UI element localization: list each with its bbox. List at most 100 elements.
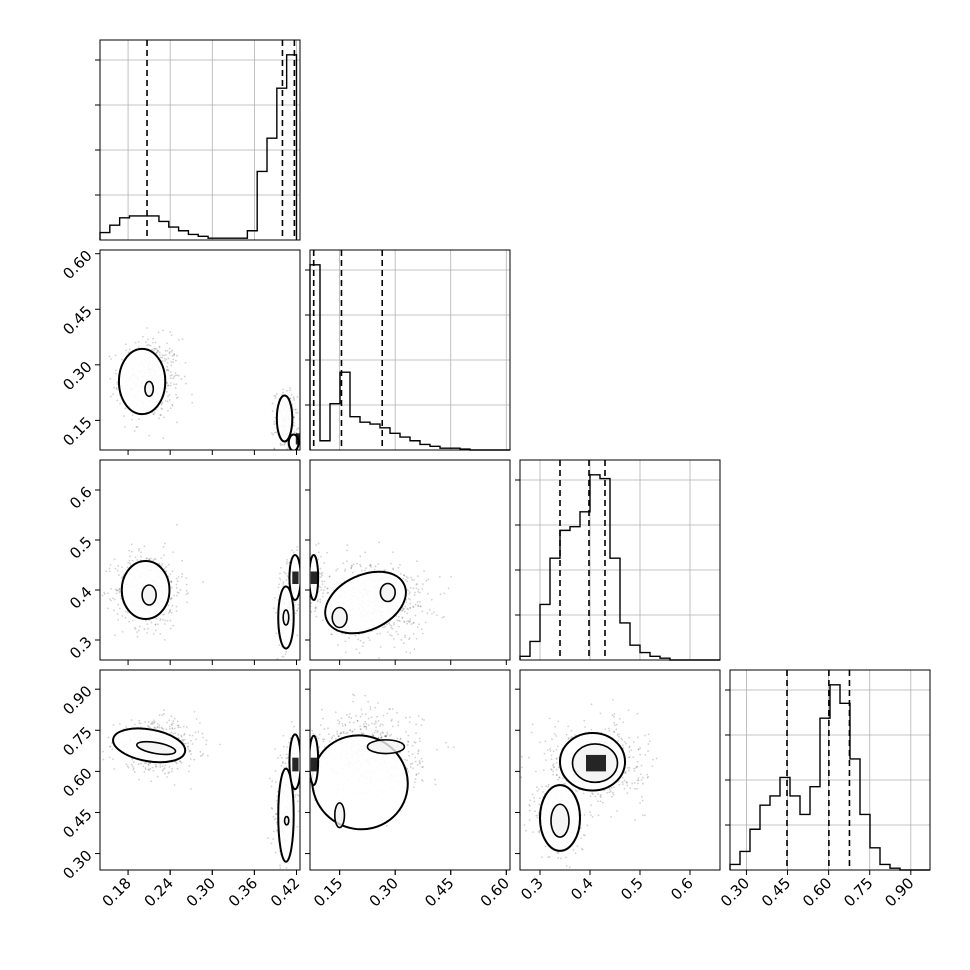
scatter-point	[163, 638, 166, 641]
scatter-point	[636, 779, 639, 782]
scatter-point	[317, 737, 320, 740]
contour-inner	[282, 609, 290, 626]
scatter-point	[296, 411, 299, 414]
scatter-point	[422, 765, 425, 768]
scatter-point	[321, 580, 324, 583]
scatter-point	[293, 431, 296, 434]
scatter-point	[341, 632, 344, 635]
scatter-point	[412, 605, 414, 608]
scatter-point	[335, 569, 337, 572]
scatter-point	[386, 731, 389, 734]
scatter-point	[406, 767, 409, 770]
scatter-point	[351, 571, 354, 574]
scatter-point	[273, 423, 276, 426]
scatter-point	[186, 592, 189, 595]
scatter-point	[133, 771, 136, 773]
scatter-point	[337, 735, 340, 737]
scatter-point	[130, 763, 133, 766]
scatter-point	[274, 596, 276, 599]
scatter-point	[393, 646, 396, 649]
scatter-panel-1-0	[95, 249, 301, 455]
scatter-point	[277, 586, 280, 589]
scatter-point	[171, 724, 173, 727]
scatter-point	[441, 616, 444, 619]
scatter-point	[175, 610, 178, 613]
scatter-point	[117, 618, 120, 621]
scatter-point	[614, 724, 616, 727]
scatter-point	[306, 791, 308, 793]
scatter-point	[328, 575, 331, 578]
scatter-point	[404, 636, 406, 639]
scatter-point	[152, 413, 155, 416]
scatter-point	[274, 851, 277, 854]
scatter-point	[531, 723, 534, 726]
scatter-point	[341, 723, 344, 725]
scatter-point	[160, 726, 163, 729]
scatter-point	[555, 748, 558, 751]
scatter-point	[163, 554, 165, 557]
scatter-point	[278, 577, 281, 580]
scatter-point	[421, 632, 424, 635]
scatter-point	[417, 750, 420, 753]
scatter-point	[342, 732, 345, 735]
scatter-point	[291, 403, 294, 406]
scatter-point	[318, 746, 321, 749]
scatter-point	[622, 721, 625, 724]
scatter-point	[303, 791, 305, 793]
scatter-point	[171, 727, 174, 729]
scatter-point	[105, 570, 108, 573]
scatter-point	[283, 442, 286, 445]
scatter-point	[359, 728, 362, 731]
scatter-point	[136, 635, 139, 638]
scatter-point	[321, 574, 324, 577]
scatter-point	[279, 867, 282, 869]
scatter-point	[275, 451, 277, 453]
scatter-point	[267, 837, 270, 840]
scatter-point	[281, 443, 284, 446]
scatter-point	[157, 623, 159, 626]
scatter-point	[161, 360, 164, 363]
scatter-point	[177, 733, 180, 736]
scatter-point	[306, 594, 308, 596]
scatter-point	[158, 724, 161, 727]
scatter-point	[302, 767, 304, 769]
scatter-point	[383, 569, 386, 572]
scatter-point	[292, 416, 295, 418]
scatter-point	[639, 747, 642, 749]
scatter-point	[187, 746, 189, 748]
scatter-point	[315, 735, 318, 738]
scatter-point	[600, 793, 602, 796]
scatter-point	[630, 749, 633, 752]
scatter-point	[590, 728, 593, 731]
density-peak	[292, 571, 299, 584]
scatter-point	[421, 766, 423, 769]
scatter-point	[409, 763, 412, 765]
scatter-point	[146, 344, 148, 347]
scatter-point	[168, 351, 171, 354]
scatter-point	[172, 551, 174, 554]
panel-frame	[99, 249, 301, 451]
scatter-point	[420, 628, 423, 631]
scatter-point	[348, 716, 351, 719]
scatter-point	[542, 769, 545, 772]
scatter-point	[108, 567, 111, 570]
scatter-point	[351, 730, 354, 733]
scatter-point	[293, 601, 296, 604]
scatter-point	[398, 751, 401, 754]
scatter-point	[153, 719, 155, 722]
scatter-point	[292, 416, 295, 419]
scatter-point	[285, 867, 288, 869]
scatter-point	[574, 789, 577, 792]
scatter-point	[346, 560, 349, 563]
scatter-point	[294, 612, 297, 615]
scatter-point	[304, 580, 306, 582]
scatter-point	[293, 789, 296, 792]
scatter-point	[374, 720, 377, 723]
scatter-point	[134, 723, 136, 726]
scatter-point	[180, 734, 183, 737]
scatter-point	[283, 444, 286, 446]
scatter-point	[128, 620, 130, 623]
scatter-point	[124, 425, 126, 428]
scatter-point	[356, 719, 359, 722]
